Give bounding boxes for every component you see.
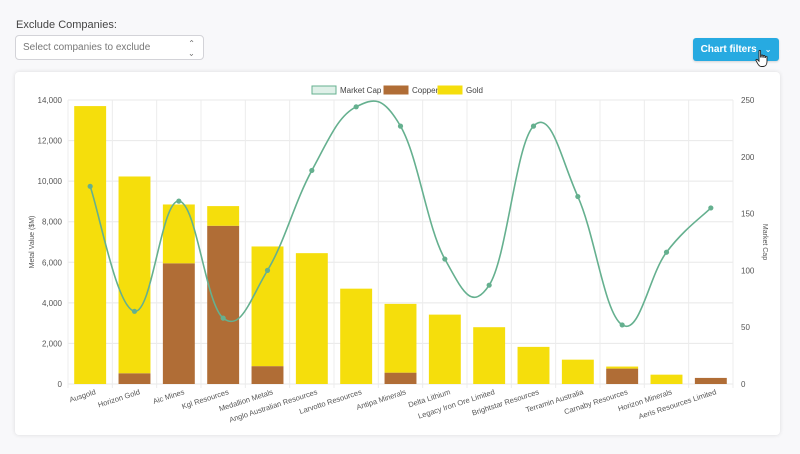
bar-gold: [295, 253, 328, 384]
bar-copper: [384, 372, 417, 384]
legend-label: Copper: [412, 86, 439, 95]
x-tick-label: Antipa Minerals: [355, 387, 407, 412]
legend-label: Gold: [466, 86, 483, 95]
chevron-down-icon: ⌄: [764, 45, 772, 54]
market-cap-point: [397, 123, 404, 129]
market-cap-point: [530, 123, 537, 129]
y-left-tick-label: 10,000: [38, 177, 63, 186]
bar-gold: [384, 303, 417, 373]
bar-copper: [207, 225, 240, 384]
market-cap-point: [264, 267, 271, 273]
market-cap-point: [353, 104, 359, 110]
y-right-tick-label: 100: [741, 266, 755, 275]
legend-label: Market Cap: [340, 86, 382, 95]
y-left-tick-label: 8,000: [42, 218, 63, 227]
market-cap-point: [176, 198, 182, 204]
market-cap-point: [663, 249, 670, 255]
y-left-axis-label: Metal Value ($M): [29, 216, 36, 269]
y-right-axis-label: Market Cap: [761, 224, 768, 260]
y-left-tick-label: 4,000: [42, 299, 63, 308]
bar-copper: [162, 263, 195, 384]
x-tick-label: Aeris Resources Limited: [637, 387, 717, 421]
market-cap-point: [619, 322, 625, 328]
bar-copper: [694, 377, 727, 384]
exclude-companies-select[interactable]: Select companies to exclude ⌃ ⌃: [15, 35, 204, 60]
market-cap-point: [87, 183, 93, 189]
y-right-tick-label: 250: [741, 96, 755, 105]
bars: [74, 106, 727, 385]
y-left-tick-label: 2,000: [42, 339, 63, 348]
y-left-tick-label: 12,000: [38, 137, 63, 146]
bar-gold: [162, 204, 195, 264]
legend-swatch: [437, 85, 463, 95]
market-cap-point: [708, 205, 714, 211]
market-cap-point: [309, 167, 315, 174]
x-tick-label: Ausgold: [68, 387, 97, 404]
y-right-tick-label: 200: [741, 153, 755, 162]
hand-cursor-icon: [755, 50, 768, 67]
bar-copper: [251, 366, 284, 384]
bar-copper: [118, 373, 151, 384]
chart-filters-label: Chart filters: [700, 44, 757, 55]
y-left-tick-label: 14,000: [38, 96, 63, 105]
bar-gold: [74, 106, 107, 385]
legend-swatch: [311, 85, 337, 95]
chart-filters-button[interactable]: Chart filters ⌄: [693, 38, 779, 61]
market-cap-point: [575, 193, 581, 200]
y-right-tick-label: 150: [741, 210, 755, 219]
bar-gold: [428, 314, 461, 384]
x-tick-label: Horizon Gold: [97, 387, 141, 409]
metal-value-chart: 0 2,000 4,000 6,000 8,000 10,000 12,000 14,000 0…: [29, 85, 768, 424]
legend[interactable]: Market Cap Copper Gold: [311, 85, 483, 95]
y-right-tick-label: 0: [741, 380, 746, 389]
exclude-companies-placeholder: Select companies to exclude: [23, 42, 151, 53]
bar-gold: [650, 374, 683, 384]
market-cap-line-group: [87, 100, 714, 328]
grid: [67, 99, 734, 388]
market-cap-point: [486, 282, 492, 288]
bar-gold: [561, 359, 594, 384]
legend-swatch: [383, 85, 409, 95]
bar-copper: [606, 368, 639, 384]
y-right-tick-label: 50: [741, 323, 750, 332]
y-left-tick-label: 0: [58, 380, 63, 389]
market-cap-point: [131, 308, 138, 314]
bar-gold: [118, 176, 151, 374]
bar-gold: [340, 288, 373, 384]
chart-card: 0 2,000 4,000 6,000 8,000 10,000 12,000 14,000 0…: [15, 72, 780, 435]
bar-gold: [473, 327, 506, 384]
bar-gold: [251, 246, 284, 367]
market-cap-point: [220, 315, 226, 321]
market-cap-point: [442, 256, 448, 262]
bar-gold: [517, 346, 550, 384]
bar-gold: [207, 206, 240, 226]
exclude-companies-label: Exclude Companies:: [16, 19, 117, 31]
y-left-tick-label: 6,000: [42, 258, 63, 267]
bar-gold: [606, 366, 639, 369]
select-chevron-icon: ⌃ ⌃: [188, 39, 195, 58]
